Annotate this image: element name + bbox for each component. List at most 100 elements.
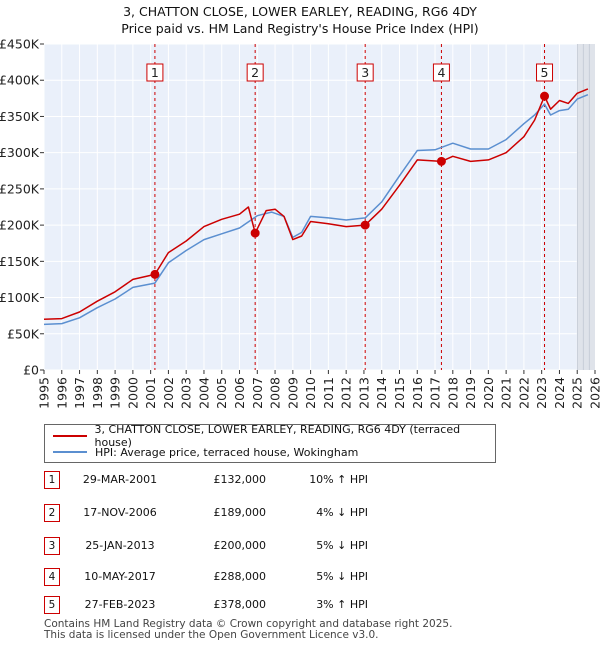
sale-markers: 1 2 3 4 5 <box>146 44 554 370</box>
sale-hpi-diff: 5% ↓ HPI <box>316 539 368 552</box>
sale-price: £132,000 <box>213 473 267 486</box>
y-tick-label: £200K <box>0 218 40 233</box>
sale-row: 4 10-MAY-2017 £288,000 5% ↓ HPI <box>0 568 600 586</box>
x-tick-label: 2019 <box>463 377 478 409</box>
chart-title-line1: 3, CHATTON CLOSE, LOWER EARLEY, READING,… <box>123 4 477 19</box>
footer: Contains HM Land Registry data © Crown c… <box>44 619 452 641</box>
x-tick-label: 2020 <box>481 377 496 409</box>
sale-label: 5 <box>541 65 549 80</box>
sale-label-box <box>536 63 554 82</box>
plot-background <box>44 44 595 370</box>
x-tick-label: 2008 <box>268 377 283 409</box>
x-tick-label: 2016 <box>410 377 425 409</box>
x-tick-label: 2014 <box>374 377 389 409</box>
x-tick-label: 1996 <box>54 377 69 409</box>
series-lines <box>43 88 589 326</box>
sale-number-badge: 4 <box>44 568 60 586</box>
sale-label-box <box>356 63 374 82</box>
sale-date: 29-MAR-2001 <box>82 473 158 486</box>
chart-title: 3, CHATTON CLOSE, LOWER EARLEY, READING,… <box>0 3 600 37</box>
x-tick-label: 1998 <box>90 377 105 409</box>
sale-label: 2 <box>251 65 259 80</box>
sale-number-badge: 1 <box>44 471 60 489</box>
sale-price: £288,000 <box>213 570 267 583</box>
x-tick-label: 2024 <box>552 377 567 409</box>
sale-label: 3 <box>361 65 369 80</box>
y-tick-label: £150K <box>0 254 40 269</box>
x-tick-label: 2017 <box>428 377 443 409</box>
y-tick-label: £100K <box>0 290 40 305</box>
x-tick-label: 2013 <box>356 377 371 409</box>
y-tick-label: £400K <box>0 73 40 88</box>
sale-number-badge: 2 <box>44 504 60 522</box>
x-tick-label: 2009 <box>285 377 300 409</box>
sale-date: 25-JAN-2013 <box>85 539 155 552</box>
x-tick-label: 2006 <box>232 377 247 409</box>
sale-point <box>436 156 446 166</box>
sale-row: 1 29-MAR-2001 £132,000 10% ↑ HPI <box>0 471 600 489</box>
legend-swatch-property <box>53 435 87 437</box>
legend: 3, CHATTON CLOSE, LOWER EARLEY, READING,… <box>44 423 496 463</box>
x-tick-label: 2003 <box>179 377 194 409</box>
sale-point <box>150 269 160 279</box>
legend-label-property: 3, CHATTON CLOSE, LOWER EARLEY, READING,… <box>94 423 461 449</box>
y-tick-label: £350K <box>0 109 40 124</box>
forecast-shading <box>577 44 595 370</box>
sale-row: 3 25-JAN-2013 £200,000 5% ↓ HPI <box>0 537 600 555</box>
x-tick-label: 2021 <box>499 377 514 409</box>
sale-label-box <box>432 63 450 82</box>
y-tick-label: £250K <box>0 181 40 196</box>
sale-price: £200,000 <box>213 539 267 552</box>
axes: £0 £50K £100K £150K £200K £250K £300K £350K £400… <box>0 37 600 409</box>
x-tick-label: 2018 <box>445 377 460 409</box>
y-tick-label: £0 <box>23 363 39 378</box>
property-price-line <box>43 88 589 321</box>
x-tick-label: 2004 <box>196 377 211 409</box>
sale-points <box>150 91 550 279</box>
x-tick-label: 2005 <box>214 377 229 409</box>
x-tick-label: 2007 <box>250 377 265 409</box>
sale-point <box>360 220 370 230</box>
x-tick-label: 1999 <box>108 377 123 409</box>
sale-price: £378,000 <box>213 598 267 611</box>
y-tick-label: £50K <box>7 326 40 341</box>
x-tick-label: 2023 <box>534 377 549 409</box>
future-shading <box>576 44 595 370</box>
sale-label: 1 <box>151 65 159 80</box>
hpi-line <box>43 94 589 326</box>
sale-point <box>250 228 260 238</box>
legend-item-hpi: HPI: Average price, terraced house, Woki… <box>53 444 358 460</box>
footer-license: This data is licensed under the Open Gov… <box>44 629 379 641</box>
x-tick-label: 2000 <box>125 377 140 409</box>
x-tick-label: 2011 <box>321 377 336 409</box>
y-tick-label: £450K <box>0 37 40 52</box>
x-tick-label: 2012 <box>339 377 354 409</box>
x-tick-label: 2022 <box>516 377 531 409</box>
sale-label-box <box>146 63 164 82</box>
sale-date: 10-MAY-2017 <box>84 570 156 583</box>
legend-item-property: 3, CHATTON CLOSE, LOWER EARLEY, READING,… <box>53 423 495 449</box>
sale-hpi-diff: 3% ↑ HPI <box>316 598 368 611</box>
sale-row: 5 27-FEB-2023 £378,000 3% ↑ HPI <box>0 596 600 614</box>
grid <box>43 43 596 371</box>
x-tick-label: 2026 <box>588 377 600 409</box>
price-chart: 1 2 3 4 5 £0 £50K £100K £150K £200K £250K £300K £35… <box>0 37 600 409</box>
sale-price: £189,000 <box>213 506 267 519</box>
footer-copyright: Contains HM Land Registry data © Crown c… <box>44 618 453 630</box>
sale-number-badge: 3 <box>44 537 60 555</box>
x-tick-label: 2001 <box>143 377 158 409</box>
x-tick-label: 2015 <box>392 377 407 409</box>
sale-date: 17-NOV-2006 <box>83 506 157 519</box>
x-tick-label: 1997 <box>72 377 87 409</box>
chart-subtitle: Price paid vs. HM Land Registry's House … <box>121 21 479 36</box>
legend-label-hpi: HPI: Average price, terraced house, Woki… <box>95 445 359 459</box>
legend-swatch-hpi <box>53 451 87 453</box>
sale-date: 27-FEB-2023 <box>84 598 156 611</box>
x-tick-label: 2002 <box>161 377 176 409</box>
sale-number-badge: 5 <box>44 596 60 614</box>
x-tick-label: 2025 <box>570 377 585 409</box>
sale-point <box>540 91 550 101</box>
sale-label-box <box>246 63 264 82</box>
sale-hpi-diff: 10% ↑ HPI <box>309 473 368 486</box>
sale-hpi-diff: 5% ↓ HPI <box>316 570 368 583</box>
